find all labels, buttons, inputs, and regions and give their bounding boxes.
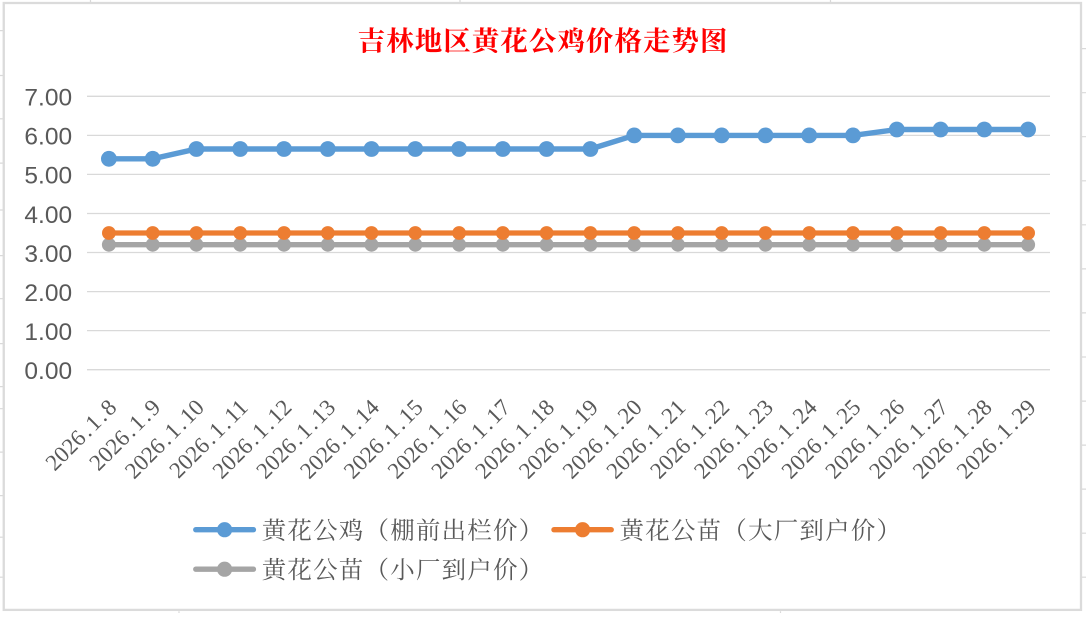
- svg-text:5.00: 5.00: [24, 163, 72, 190]
- svg-text:3.00: 3.00: [24, 241, 72, 268]
- svg-text:1.00: 1.00: [24, 319, 72, 346]
- svg-text:2.00: 2.00: [24, 280, 72, 307]
- svg-text:6.00: 6.00: [24, 124, 72, 151]
- svg-text:0.00: 0.00: [24, 358, 72, 385]
- svg-text:7.00: 7.00: [24, 85, 72, 112]
- svg-text:4.00: 4.00: [24, 202, 72, 229]
